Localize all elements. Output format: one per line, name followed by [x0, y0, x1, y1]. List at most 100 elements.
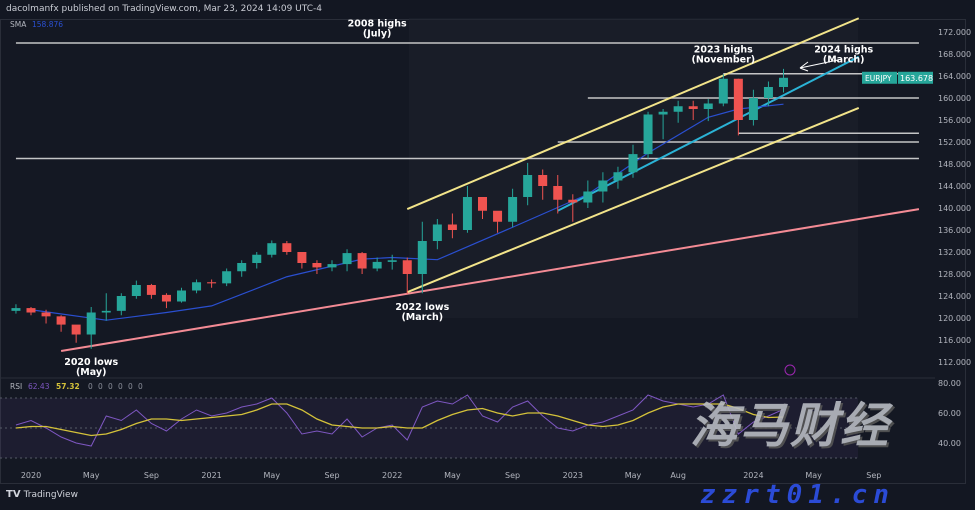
candle [11, 304, 21, 314]
annotation-line: 2024 highs [814, 44, 873, 55]
candle [462, 186, 472, 233]
candle-body [207, 282, 217, 284]
time-tick-label: Sep [144, 471, 159, 480]
rsi-tick-label: 40.00 [938, 439, 961, 448]
candle-body [508, 197, 518, 222]
candle [101, 293, 111, 321]
candle [568, 194, 578, 222]
price-tick-label: 160.000 [938, 94, 971, 103]
candle-body [312, 263, 322, 268]
candle-body [131, 285, 141, 296]
price-tick-label: 140.000 [938, 204, 971, 213]
candle-body [192, 282, 202, 291]
rsi-legend-extra: 0 [138, 382, 143, 391]
annotation-label: 2023 highs (November) [691, 44, 755, 65]
candle [282, 241, 292, 255]
candle [86, 307, 96, 349]
candle [237, 260, 247, 277]
annotation-label: 2020 lows (May) [64, 357, 118, 378]
rsi-legend-extra: 0 [128, 382, 133, 391]
candle [26, 307, 36, 316]
candle [553, 175, 563, 214]
annotation-line: (November) [691, 54, 755, 65]
candle-body [417, 241, 427, 274]
candle [523, 162, 533, 206]
footer: TV TradingView [6, 489, 78, 500]
candle-body [493, 210, 503, 222]
candle-body [568, 199, 578, 203]
candle [763, 81, 773, 107]
candle-body [478, 197, 487, 211]
candle [402, 257, 412, 294]
candle-body [282, 243, 292, 252]
candle [628, 144, 638, 178]
candle-body [432, 224, 442, 241]
annotation-label: 2022 lows (March) [395, 302, 449, 323]
candle-body [357, 253, 367, 269]
candle-body [297, 252, 307, 263]
rsi-tick-label: 80.00 [938, 379, 961, 388]
time-tick-label: May [625, 471, 642, 480]
support-trend-line [60, 208, 920, 352]
annotation-line: (July) [363, 29, 391, 40]
rsi-legend-extra: 0 [108, 382, 113, 391]
candle [703, 99, 713, 122]
candle [192, 279, 202, 294]
candle-body [703, 103, 713, 109]
candle-body [748, 98, 758, 120]
candle [718, 74, 728, 107]
candle-body [688, 106, 698, 109]
candle [297, 252, 307, 269]
candle [417, 221, 427, 294]
candle-body [372, 261, 382, 269]
candle [41, 309, 51, 324]
candle [312, 260, 322, 274]
candle [372, 257, 382, 272]
arrow-icon [799, 59, 839, 72]
candle [598, 172, 608, 203]
rsi-ma-line [15, 403, 784, 437]
candle [161, 293, 171, 309]
candle-body [342, 253, 352, 265]
candle-body [402, 260, 412, 274]
sma-line [30, 103, 784, 321]
candle [583, 180, 593, 208]
candle [71, 324, 81, 343]
time-tick-label: Aug [670, 471, 686, 480]
candle [131, 280, 141, 299]
time-tick-label: May [83, 471, 100, 480]
time-tick-label: 2023 [563, 471, 583, 480]
candle [432, 219, 442, 250]
candle-body [628, 154, 638, 173]
candle [357, 252, 367, 274]
time-tick-label: Sep [505, 471, 520, 480]
publish-info: dacolmanfx published on TradingView.com,… [6, 4, 322, 14]
price-tick-label: 156.000 [938, 116, 971, 125]
time-tick-label: May [264, 471, 281, 480]
time-tick-label: Sep [324, 471, 339, 480]
trend-trend-line [557, 55, 860, 212]
price-tick-label: 112.000 [938, 358, 971, 367]
sma-legend-value: 158.876 [32, 20, 63, 29]
candle [538, 169, 548, 200]
candle-body [613, 172, 623, 181]
time-tick-label: 2021 [201, 471, 221, 480]
rsi-ma-legend-value: 57.32 [56, 382, 80, 391]
candle-body [26, 308, 36, 313]
candle-body [161, 294, 171, 302]
rsi-line [15, 394, 784, 447]
candle-body [237, 263, 247, 272]
sma-legend-label: SMA [10, 20, 27, 29]
annotation-line: 2008 highs [348, 19, 407, 30]
price-tick-label: 120.000 [938, 314, 971, 323]
candle-body [553, 186, 563, 200]
price-tick-label: 116.000 [938, 336, 971, 345]
price-tick-label: 172.000 [938, 28, 971, 37]
candle-body [538, 175, 548, 186]
last-price-label: 163.678 [900, 74, 933, 83]
channel-trend-line [406, 106, 860, 294]
tradingview-logo-icon: TV [6, 489, 21, 500]
rsi-legend-extra: 0 [98, 382, 103, 391]
annotation-line: (March) [823, 54, 865, 65]
